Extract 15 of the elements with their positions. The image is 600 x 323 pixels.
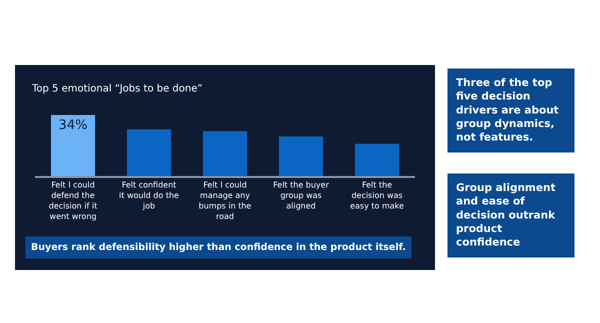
bar xyxy=(202,131,248,176)
x-tick-label: Felt the decision was easy to make xyxy=(350,180,404,210)
bar xyxy=(126,129,172,176)
x-tick-label: Felt I could manage any bumps in the road xyxy=(198,180,252,221)
chart-title: Top 5 emotional “Jobs to be done” xyxy=(31,84,203,94)
bar xyxy=(354,144,400,176)
bar xyxy=(50,115,96,176)
x-tick-label: Felt the buyer group was aligned xyxy=(273,180,330,210)
data-label: 34% xyxy=(58,118,88,134)
text: Three of the top five decision drivers are about group dynamics, not features. xyxy=(456,77,559,144)
text: Group alignment and ease of decision outrank product confidence xyxy=(456,182,556,249)
bar xyxy=(278,136,324,176)
x-tick-label: Felt I could defend the decision if it went wrong xyxy=(48,180,98,221)
x-tick-label: Felt confident it would do the job xyxy=(119,180,180,210)
text: Buyers rank defensibility higher than confidence in the product itself. xyxy=(31,242,406,253)
